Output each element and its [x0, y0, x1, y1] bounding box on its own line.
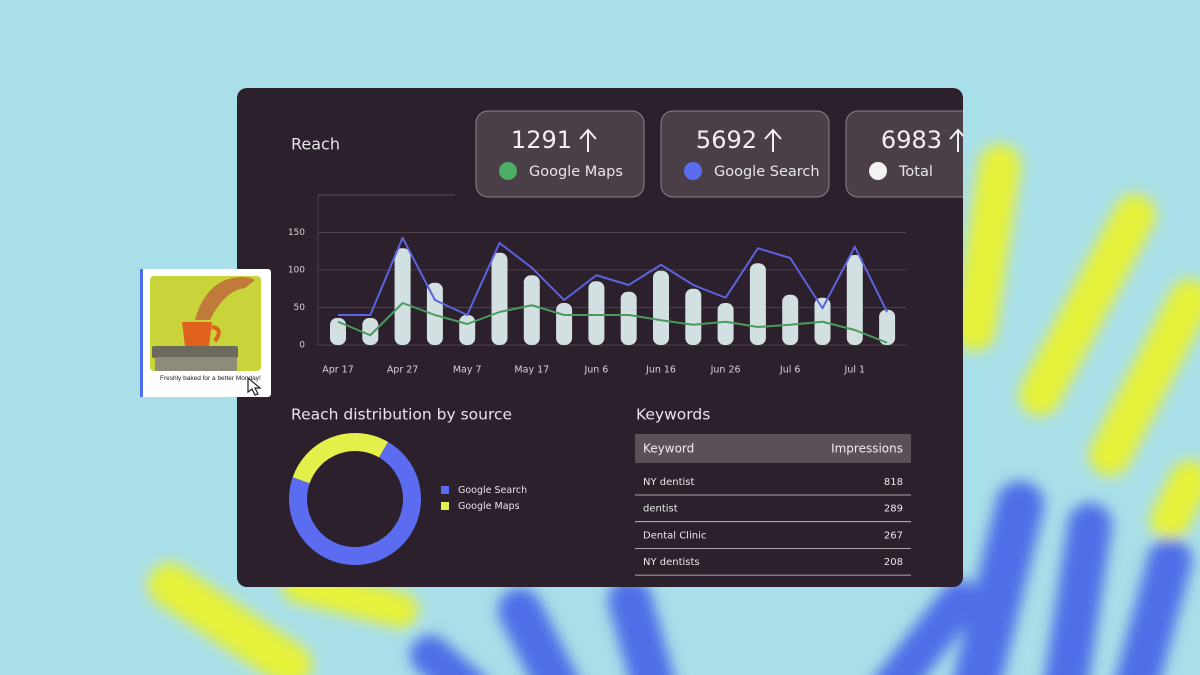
x-tick-label: Jul 1	[844, 365, 866, 376]
keywords-title: Keywords	[636, 406, 710, 424]
stat-label: Total	[898, 164, 933, 180]
bar	[846, 255, 863, 345]
stat-value: 6983	[881, 126, 942, 154]
legend-swatch	[441, 486, 449, 494]
bar	[782, 294, 799, 345]
x-tick-label: Jun 26	[710, 365, 741, 376]
table-header	[635, 434, 911, 463]
bar	[749, 263, 766, 345]
legend-label: Google Maps	[458, 501, 520, 512]
reach-title: Reach	[291, 135, 340, 154]
bar	[491, 252, 508, 345]
column-header: Impressions	[831, 442, 903, 456]
stat-card	[845, 110, 963, 198]
legend-label: Google Search	[458, 485, 527, 496]
bar	[426, 282, 443, 345]
y-tick-label: 50	[294, 303, 306, 313]
legend-dot	[499, 162, 517, 180]
up-arrow-icon	[949, 128, 963, 152]
bar	[330, 318, 346, 345]
stat-card	[660, 110, 830, 198]
impressions-cell: 267	[884, 530, 903, 541]
impressions-cell: 289	[884, 504, 903, 515]
donut-segment	[292, 433, 388, 484]
legend-swatch	[441, 502, 449, 510]
stat-value: 1291	[511, 126, 572, 154]
donut-segment	[289, 441, 421, 565]
stat-label: Google Maps	[529, 164, 623, 180]
x-tick-label: Jun 16	[645, 365, 676, 376]
y-tick-label: 100	[288, 266, 305, 276]
x-tick-label: Jun 6	[583, 365, 608, 376]
keyword-cell: dentist	[643, 504, 678, 515]
x-tick-label: May 17	[514, 365, 549, 376]
bar	[459, 315, 476, 345]
impressions-cell: 818	[884, 477, 903, 488]
bar	[362, 318, 379, 345]
y-tick-label: 0	[299, 341, 305, 351]
stat-label: Google Search	[714, 164, 820, 180]
x-tick-label: May 7	[453, 365, 482, 376]
bar	[588, 281, 605, 345]
x-tick-label: Jul 6	[779, 365, 801, 376]
bar	[556, 303, 573, 345]
line	[337, 302, 888, 344]
impressions-cell: 208	[884, 557, 903, 568]
x-tick-label: Apr 17	[322, 365, 354, 376]
legend-dot	[684, 162, 702, 180]
keyword-cell: NY dentists	[643, 557, 700, 568]
bar	[523, 275, 540, 345]
column-header: Keyword	[643, 442, 694, 456]
bar	[717, 303, 734, 345]
bar	[620, 291, 637, 345]
bar	[879, 309, 896, 345]
bar	[653, 270, 669, 345]
x-tick-label: Apr 27	[387, 365, 419, 376]
post-caption: Freshly baked for a better Monday!	[160, 375, 261, 382]
post-card	[140, 269, 271, 397]
legend-dot	[869, 162, 887, 180]
donut-title: Reach distribution by source	[291, 406, 512, 424]
stat-card	[475, 110, 645, 198]
keyword-cell: NY dentist	[643, 477, 695, 488]
bar	[394, 248, 411, 345]
dashboard-content: Reach Reach distribution by source Keywo…	[288, 110, 963, 576]
bar	[685, 288, 702, 345]
up-arrow-icon	[764, 128, 782, 152]
line	[338, 236, 888, 316]
up-arrow-icon	[579, 128, 597, 152]
y-tick-label: 150	[288, 228, 305, 238]
keyword-cell: Dental Clinic	[643, 530, 706, 541]
stat-value: 5692	[696, 126, 757, 154]
background-stripes	[148, 144, 1200, 675]
